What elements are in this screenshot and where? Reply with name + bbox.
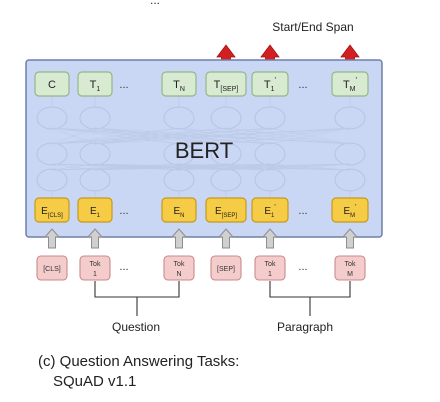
input-token-3: Tok N — [163, 255, 195, 281]
model-label: BERT — [175, 138, 233, 163]
output-token-row: C T1... TN T[SEP] T1'... TM' — [34, 71, 369, 97]
output-token-4: T[SEP] — [205, 71, 247, 97]
embedding-text: E1' — [264, 204, 275, 219]
input-token-box — [334, 255, 366, 281]
transformer-mesh — [36, 96, 366, 200]
header-text: ... — [150, 0, 160, 7]
output-token-text: T1 — [90, 79, 101, 93]
embedding-7: EM' — [331, 197, 369, 223]
output-token-text: C — [48, 79, 56, 91]
embedding-4: E[SEP] — [205, 197, 247, 223]
output-token-ellipsis: ... — [298, 79, 307, 91]
up-arrow-icon — [217, 228, 235, 249]
input-token-index: 1 — [93, 271, 97, 278]
paragraph-bracket — [269, 281, 351, 298]
caption-line-1: (c) Question Answering Tasks: — [38, 353, 240, 370]
input-token-box — [254, 255, 286, 281]
embedding-5: E1' — [251, 197, 289, 223]
embedding-0: E[CLS] — [34, 197, 70, 223]
input-token-text: Tok — [265, 261, 276, 268]
output-label: Start/End Span — [272, 20, 353, 34]
embedding-ellipsis: ... — [298, 205, 307, 217]
output-token-ellipsis: ... — [119, 79, 128, 91]
embedding-text: EN — [173, 206, 184, 219]
up-arrow-icon — [43, 228, 61, 249]
embedding-box — [161, 197, 197, 223]
segment-brackets — [94, 281, 351, 316]
embedding-box — [34, 197, 70, 223]
output-token-text: T[SEP] — [214, 79, 239, 93]
input-token-box — [163, 255, 195, 281]
input-token-box — [36, 255, 68, 281]
input-token-0: [CLS] — [36, 255, 68, 281]
output-token-box — [77, 71, 113, 97]
embedding-box — [77, 197, 113, 223]
embedding-box — [205, 197, 247, 223]
input-token-text: Tok — [174, 261, 185, 268]
output-token-text: TN — [173, 79, 185, 93]
embedding-text: EM' — [343, 204, 356, 219]
embedding-text: E1 — [90, 206, 101, 219]
question-label: Question — [112, 320, 160, 334]
input-token-box — [79, 255, 111, 281]
input-token-index: M — [347, 271, 353, 278]
output-token-box — [205, 71, 247, 97]
input-token-index: N — [176, 271, 181, 278]
up-arrow-icon — [341, 228, 359, 249]
input-token-text: Tok — [345, 261, 356, 268]
input-token-ellipsis: ... — [298, 261, 307, 273]
input-arrows — [43, 228, 359, 249]
input-token-7: Tok M — [334, 255, 366, 281]
embedding-text: E[SEP] — [215, 206, 237, 219]
up-arrow-icon — [261, 228, 279, 249]
input-token-text: [SEP] — [217, 266, 235, 273]
input-token-text: [CLS] — [43, 266, 61, 273]
output-token-3: TN — [161, 71, 197, 97]
input-token-ellipsis: ... — [119, 261, 128, 273]
paragraph-label: Paragraph — [277, 320, 333, 334]
output-token-1: T1 — [77, 71, 113, 97]
embedding-1: E1 — [77, 197, 113, 223]
caption-line-2: SQuAD v1.1 — [53, 373, 137, 390]
up-arrow-icon — [86, 228, 104, 249]
embedding-box — [331, 197, 369, 223]
output-token-box — [251, 71, 289, 97]
embedding-text: E[CLS] — [41, 206, 63, 219]
output-token-5: T1' — [251, 71, 289, 97]
question-bracket — [94, 281, 180, 298]
embedding-ellipsis: ... — [119, 205, 128, 217]
output-token-box — [34, 71, 70, 97]
bert-model-block — [25, 59, 383, 238]
output-token-0: C — [34, 71, 70, 97]
up-arrow-icon — [170, 228, 188, 249]
input-token-5: Tok 1 — [254, 255, 286, 281]
embedding-box — [251, 197, 289, 223]
output-token-7: TM' — [331, 71, 369, 97]
input-token-index: 1 — [268, 271, 272, 278]
input-token-box — [210, 255, 242, 281]
output-token-box — [331, 71, 369, 97]
input-token-1: Tok 1 — [79, 255, 111, 281]
input-token-text: Tok — [90, 261, 101, 268]
input-token-4: [SEP] — [210, 255, 242, 281]
output-token-box — [161, 71, 197, 97]
output-token-text: T1' — [264, 76, 277, 93]
input-token-row: [CLS] Tok 1... Tok N [SEP] Tok 1... Tok M — [36, 255, 366, 281]
embedding-row: E[CLS] E1... EN E[SEP] E1'... EM' — [34, 197, 369, 223]
embedding-3: EN — [161, 197, 197, 223]
output-token-text: TM' — [343, 76, 358, 93]
